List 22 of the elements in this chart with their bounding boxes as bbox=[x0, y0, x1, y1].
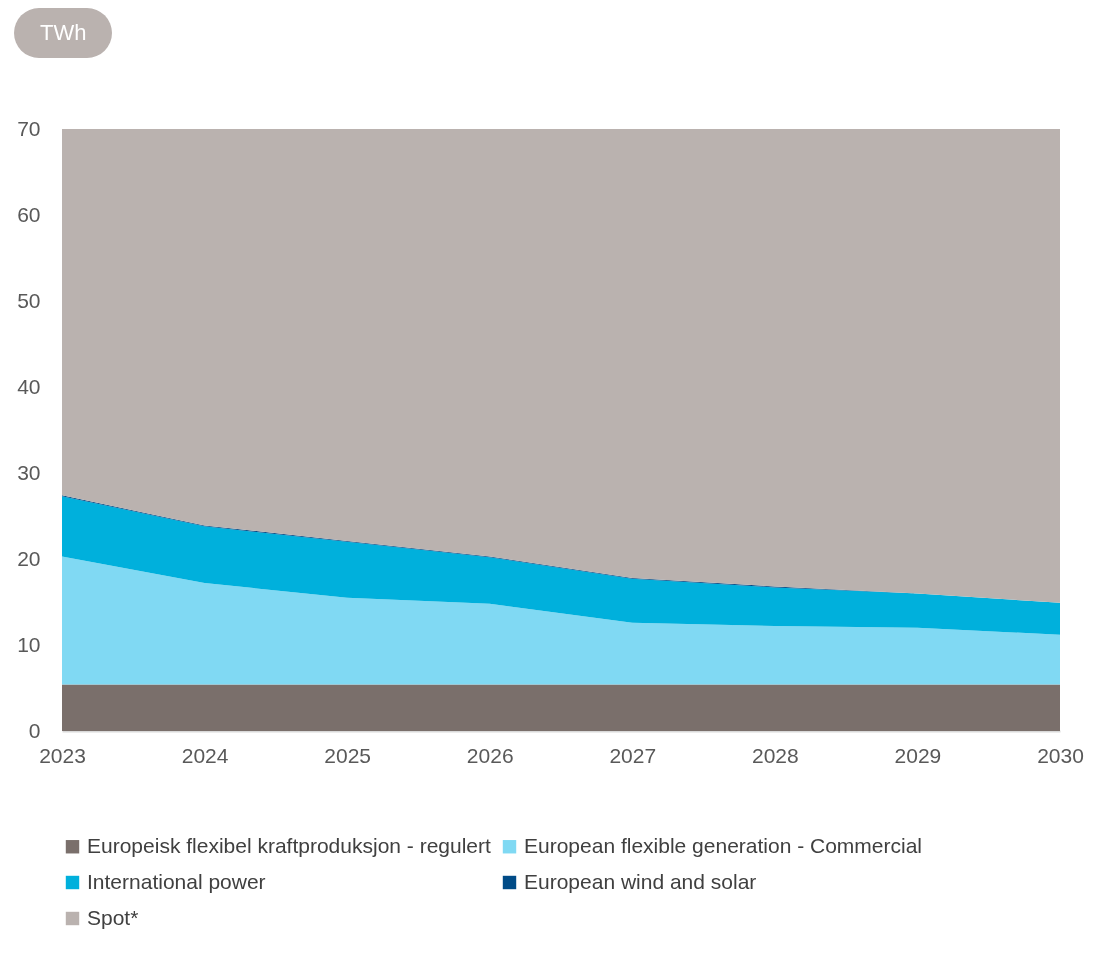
x-tick-label: 2026 bbox=[466, 743, 514, 767]
x-tick-label: 2025 bbox=[324, 743, 371, 767]
x-tick-label: 2023 bbox=[39, 743, 86, 767]
y-tick-label: 60 bbox=[17, 202, 41, 226]
legend-label: Spot* bbox=[87, 905, 139, 929]
y-tick-label: 0 bbox=[28, 718, 41, 742]
y-tick-label: 30 bbox=[17, 460, 41, 484]
legend-label: European wind and solar bbox=[524, 869, 757, 893]
y-tick-label: 50 bbox=[17, 288, 41, 312]
y-tick-label: 40 bbox=[17, 374, 41, 398]
legend-label: European flexible generation - Commercial bbox=[524, 833, 923, 857]
x-tick-label: 2030 bbox=[1037, 743, 1084, 767]
y-tick-label: 20 bbox=[17, 546, 41, 570]
x-tick-label: 2024 bbox=[181, 743, 229, 767]
x-tick-label: 2029 bbox=[894, 743, 942, 767]
y-tick-label: 10 bbox=[17, 632, 41, 656]
x-tick-label: 2027 bbox=[609, 743, 657, 767]
y-axis-title: TWh bbox=[14, 8, 113, 58]
y-tick-label: 70 bbox=[17, 116, 41, 140]
x-tick-label: 2028 bbox=[752, 743, 799, 767]
legend-label: Europeisk flexibel kraftproduksjon - regulert bbox=[87, 833, 492, 857]
legend-label: International power bbox=[87, 869, 266, 893]
